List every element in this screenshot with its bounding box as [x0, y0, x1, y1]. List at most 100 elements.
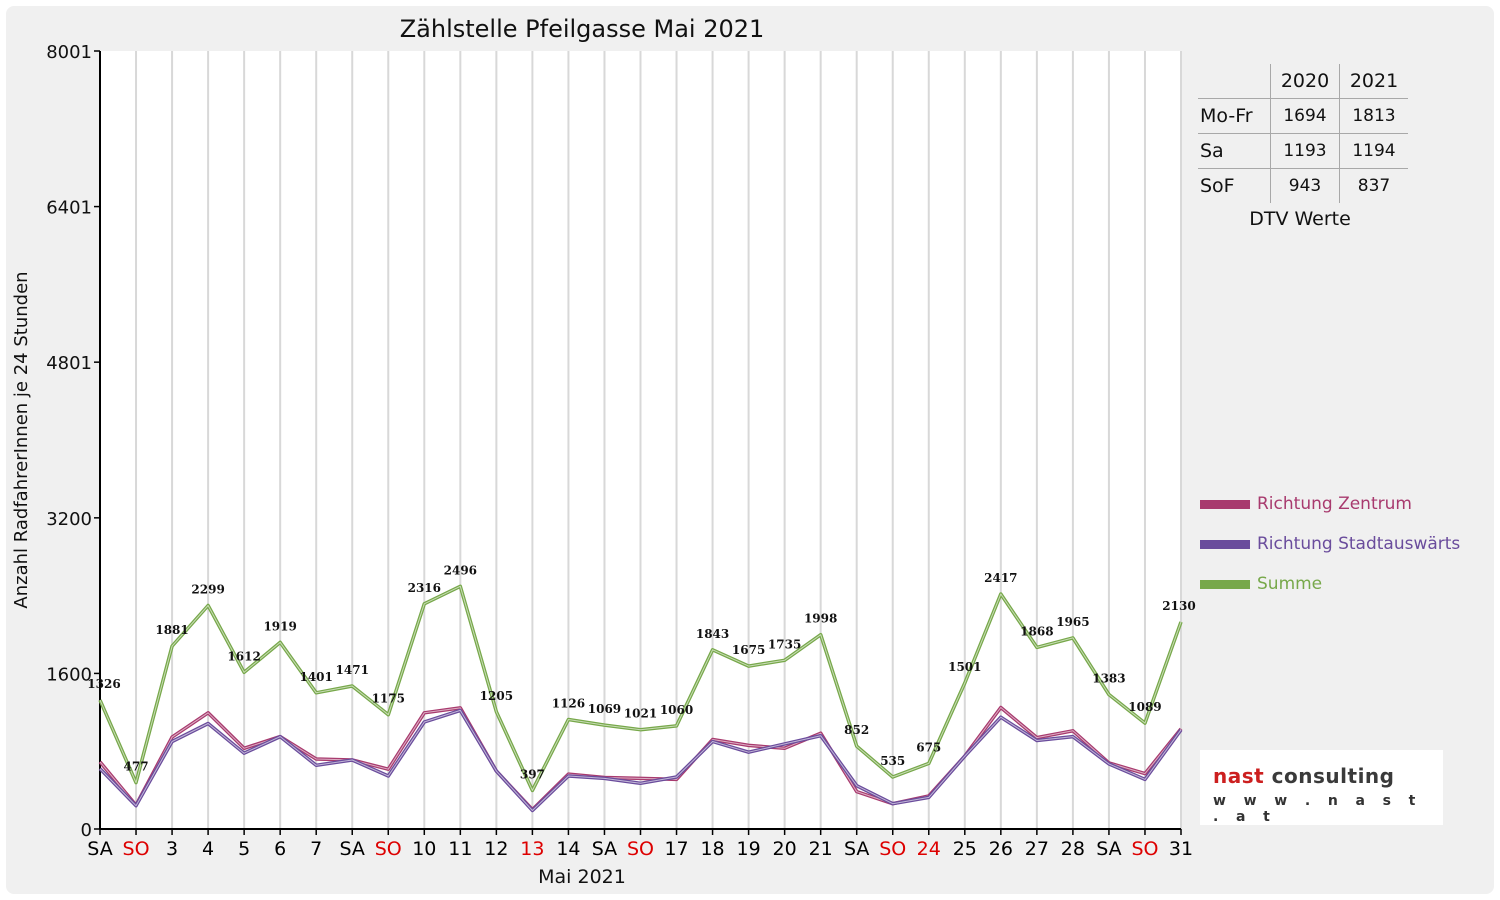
x-tick-label: SO — [879, 838, 906, 860]
data-label: 2299 — [191, 582, 224, 596]
x-tick-label: 26 — [989, 838, 1013, 860]
data-label: 1612 — [227, 649, 260, 663]
y-tick-label: 1600 — [46, 664, 92, 685]
series-line-highlight — [99, 585, 1182, 791]
x-axis-label: Mai 2021 — [538, 866, 626, 888]
dtv-value-2020: 1694 — [1270, 98, 1340, 134]
x-tick-label: SO — [123, 838, 150, 860]
x-tick-label: 24 — [917, 838, 941, 860]
data-label: 852 — [844, 723, 869, 737]
data-label: 1675 — [732, 643, 765, 657]
x-tick-label: 18 — [700, 838, 724, 860]
x-tick-label: 13 — [520, 838, 544, 860]
dtv-value-2020: 943 — [1270, 168, 1340, 203]
data-label: 1175 — [372, 692, 405, 706]
nast-consulting-logo: nast consulting w w w . n a s t . a t — [1200, 750, 1443, 825]
data-label: 2316 — [408, 581, 441, 595]
gridlines — [99, 51, 1182, 829]
legend-swatch — [1200, 499, 1250, 509]
logo-url: w w w . n a s t . a t — [1213, 793, 1422, 825]
series-line-highlight — [99, 709, 1182, 811]
dtv-value-2021: 1194 — [1339, 133, 1408, 169]
legend-item-summe: Summe — [1200, 574, 1322, 594]
legend-label: Summe — [1257, 574, 1323, 594]
data-label: 1843 — [696, 627, 729, 641]
dtv-caption: DTV Werte — [1249, 208, 1351, 230]
data-label: 535 — [880, 754, 905, 768]
dtv-row-label: Sa — [1198, 133, 1271, 169]
dtv-row: Sa 1193 1194 — [1198, 133, 1408, 169]
dtv-col-2021: 2021 — [1339, 64, 1408, 99]
data-label: 1089 — [1128, 700, 1161, 714]
data-label: 675 — [916, 740, 941, 754]
data-label: 1021 — [624, 707, 657, 721]
y-tick-label: 6401 — [46, 198, 92, 219]
x-tick-label: 14 — [556, 838, 580, 860]
x-tick-label: 20 — [773, 838, 797, 860]
x-tick-label: SA — [1096, 838, 1121, 860]
y-tick-label: 0 — [81, 820, 92, 841]
legend-item-stadtauswaerts: Richtung Stadtauswärts — [1200, 534, 1460, 554]
dtv-row: SoF 943 837 — [1198, 168, 1408, 203]
y-axis-label: Anzahl RadfahrerInnen je 24 Stunden — [11, 271, 32, 608]
x-tick-label: 27 — [1025, 838, 1049, 860]
x-tick-label: 11 — [448, 838, 472, 860]
x-tick-label: SO — [627, 838, 654, 860]
dtv-col-2020: 2020 — [1270, 64, 1340, 99]
data-label: 1126 — [552, 697, 585, 711]
data-label: 1735 — [768, 637, 801, 651]
x-tick-label: 7 — [310, 838, 322, 860]
data-label: 1998 — [804, 612, 837, 626]
legend-swatch — [1200, 539, 1250, 549]
x-tick-label: 12 — [484, 838, 508, 860]
data-label: 1326 — [87, 677, 120, 691]
legend-label: Richtung Zentrum — [1257, 494, 1412, 514]
dtv-table: 2020 2021 Mo-Fr 1694 1813 Sa 1193 1194 S… — [1198, 64, 1408, 203]
x-tick-label: 3 — [166, 838, 178, 860]
x-tick-label: 5 — [238, 838, 250, 860]
x-tick-label: 10 — [412, 838, 436, 860]
data-label: 397 — [520, 767, 545, 781]
x-tick-label: SO — [1131, 838, 1158, 860]
legend-label: Richtung Stadtauswärts — [1257, 534, 1461, 554]
x-tick-label: 28 — [1061, 838, 1085, 860]
x-tick-label: SA — [340, 838, 365, 860]
x-tick-label: 31 — [1169, 838, 1193, 860]
data-label: 1868 — [1020, 624, 1053, 638]
y-tick-label: 4801 — [46, 353, 92, 374]
x-tick-label: 21 — [809, 838, 833, 860]
x-tick-label: SA — [844, 838, 869, 860]
x-tick-label: SA — [592, 838, 617, 860]
data-label: 1881 — [155, 623, 188, 637]
x-tick-label: SA — [87, 838, 112, 860]
data-label: 1205 — [480, 689, 513, 703]
dtv-value-2021: 837 — [1357, 176, 1391, 196]
x-tick-label: 25 — [953, 838, 977, 860]
data-label: 2130 — [1162, 599, 1195, 613]
data-label: 1069 — [588, 702, 621, 716]
series-lines — [98, 584, 1183, 813]
data-label: 1383 — [1092, 672, 1125, 686]
data-label: 1965 — [1056, 615, 1089, 629]
dtv-row-label: Mo-Fr — [1198, 98, 1271, 134]
logo-word-nast: nast — [1213, 764, 1265, 788]
x-tick-label: 4 — [202, 838, 214, 860]
logo-wordmark: nast consulting — [1213, 764, 1394, 788]
chart-title: Zählstelle Pfeilgasse Mai 2021 — [400, 15, 765, 43]
axes: 0 1600 3200 4801 6401 8001 SA SO 3 4 5 6 7 SA SO 10 11 12… — [46, 42, 1193, 860]
x-tick-label: SO — [375, 838, 402, 860]
dtv-row-label: SoF — [1198, 168, 1271, 203]
data-label: 1501 — [948, 660, 981, 674]
data-label: 1471 — [336, 663, 369, 677]
x-tick-label: 19 — [737, 838, 761, 860]
data-label: 1919 — [263, 619, 296, 633]
dtv-value-2021: 1813 — [1339, 98, 1408, 134]
legend-swatch — [1200, 579, 1250, 589]
dtv-header-row: 2020 2021 — [1198, 64, 1408, 99]
legend-item-zentrum: Richtung Zentrum — [1200, 494, 1412, 514]
dtv-row: Mo-Fr 1694 1813 — [1198, 98, 1408, 134]
data-label: 1060 — [660, 703, 693, 717]
y-tick-label: 8001 — [46, 42, 92, 63]
